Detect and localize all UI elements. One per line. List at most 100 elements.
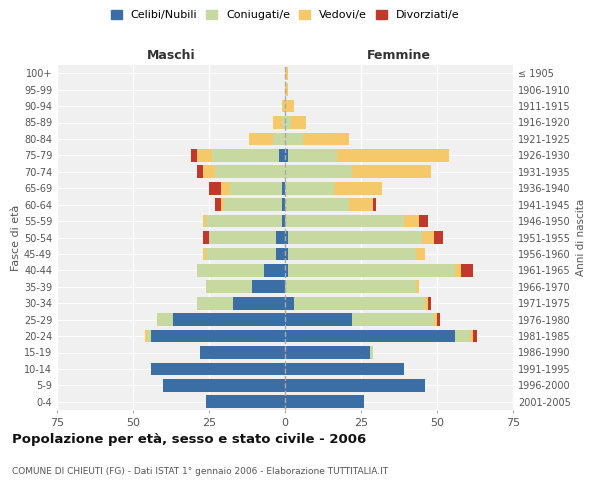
Bar xyxy=(264,264,285,277)
Bar xyxy=(285,83,288,96)
Bar xyxy=(285,280,416,293)
Bar xyxy=(285,116,291,129)
Bar xyxy=(285,297,294,310)
Bar xyxy=(145,330,148,342)
Bar xyxy=(285,346,370,359)
Bar xyxy=(233,297,285,310)
Bar xyxy=(224,198,282,211)
Bar xyxy=(434,231,443,244)
Bar xyxy=(285,166,352,178)
Bar xyxy=(206,280,251,293)
Bar xyxy=(422,231,434,244)
Bar xyxy=(461,264,473,277)
Text: Femmine: Femmine xyxy=(367,48,431,62)
Bar xyxy=(285,100,294,112)
Bar xyxy=(419,214,428,228)
Bar xyxy=(209,231,276,244)
Bar xyxy=(209,182,221,194)
Bar xyxy=(206,214,282,228)
Bar xyxy=(473,330,476,342)
Bar xyxy=(334,182,382,194)
Bar xyxy=(282,182,285,194)
Bar xyxy=(197,166,203,178)
Y-axis label: Anni di nascita: Anni di nascita xyxy=(576,199,586,276)
Bar xyxy=(273,116,282,129)
Bar xyxy=(425,297,428,310)
Bar xyxy=(282,214,285,228)
Bar xyxy=(455,330,470,342)
Bar xyxy=(285,67,288,80)
Bar xyxy=(428,297,431,310)
Bar xyxy=(157,313,173,326)
Bar xyxy=(349,198,373,211)
Bar xyxy=(416,280,419,293)
Bar xyxy=(200,346,285,359)
Bar xyxy=(337,149,449,162)
Bar xyxy=(285,330,455,342)
Bar xyxy=(163,379,285,392)
Bar xyxy=(288,149,337,162)
Bar xyxy=(206,396,285,408)
Bar xyxy=(434,313,437,326)
Bar xyxy=(352,313,434,326)
Bar xyxy=(285,362,404,376)
Bar xyxy=(215,166,285,178)
Bar xyxy=(352,166,431,178)
Bar xyxy=(294,297,425,310)
Bar xyxy=(285,198,349,211)
Bar xyxy=(282,100,285,112)
Y-axis label: Fasce di età: Fasce di età xyxy=(11,204,21,270)
Text: COMUNE DI CHIEUTI (FG) - Dati ISTAT 1° gennaio 2006 - Elaborazione TUTTITALIA.IT: COMUNE DI CHIEUTI (FG) - Dati ISTAT 1° g… xyxy=(12,468,388,476)
Bar xyxy=(303,132,349,145)
Text: Popolazione per età, sesso e stato civile - 2006: Popolazione per età, sesso e stato civil… xyxy=(12,432,366,446)
Bar xyxy=(151,362,285,376)
Bar xyxy=(203,166,215,178)
Bar xyxy=(215,198,221,211)
Bar xyxy=(285,313,352,326)
Bar xyxy=(276,231,285,244)
Bar xyxy=(273,132,285,145)
Bar xyxy=(230,182,282,194)
Bar xyxy=(285,149,288,162)
Bar xyxy=(285,214,404,228)
Bar xyxy=(197,264,264,277)
Bar xyxy=(191,149,197,162)
Bar xyxy=(203,214,206,228)
Bar xyxy=(173,313,285,326)
Bar xyxy=(285,264,288,277)
Bar xyxy=(373,198,376,211)
Bar xyxy=(197,297,233,310)
Bar xyxy=(285,132,303,145)
Bar xyxy=(285,231,288,244)
Bar xyxy=(251,280,285,293)
Bar xyxy=(197,149,212,162)
Bar xyxy=(151,330,285,342)
Bar xyxy=(285,396,364,408)
Bar xyxy=(285,379,425,392)
Bar xyxy=(206,248,276,260)
Bar xyxy=(248,132,273,145)
Bar xyxy=(148,330,151,342)
Bar xyxy=(221,198,224,211)
Bar xyxy=(370,346,373,359)
Bar xyxy=(282,198,285,211)
Bar xyxy=(212,149,279,162)
Bar xyxy=(455,264,461,277)
Bar xyxy=(288,264,455,277)
Bar xyxy=(288,231,422,244)
Bar xyxy=(291,116,306,129)
Bar xyxy=(404,214,419,228)
Bar xyxy=(470,330,473,342)
Bar xyxy=(285,248,288,260)
Bar xyxy=(276,248,285,260)
Bar xyxy=(221,182,230,194)
Text: Maschi: Maschi xyxy=(146,48,196,62)
Bar xyxy=(416,248,425,260)
Legend: Celibi/Nubili, Coniugati/e, Vedovi/e, Divorziati/e: Celibi/Nubili, Coniugati/e, Vedovi/e, Di… xyxy=(106,6,464,25)
Bar xyxy=(203,231,209,244)
Bar xyxy=(279,149,285,162)
Bar xyxy=(203,248,206,260)
Bar xyxy=(437,313,440,326)
Bar xyxy=(285,182,334,194)
Bar xyxy=(288,248,416,260)
